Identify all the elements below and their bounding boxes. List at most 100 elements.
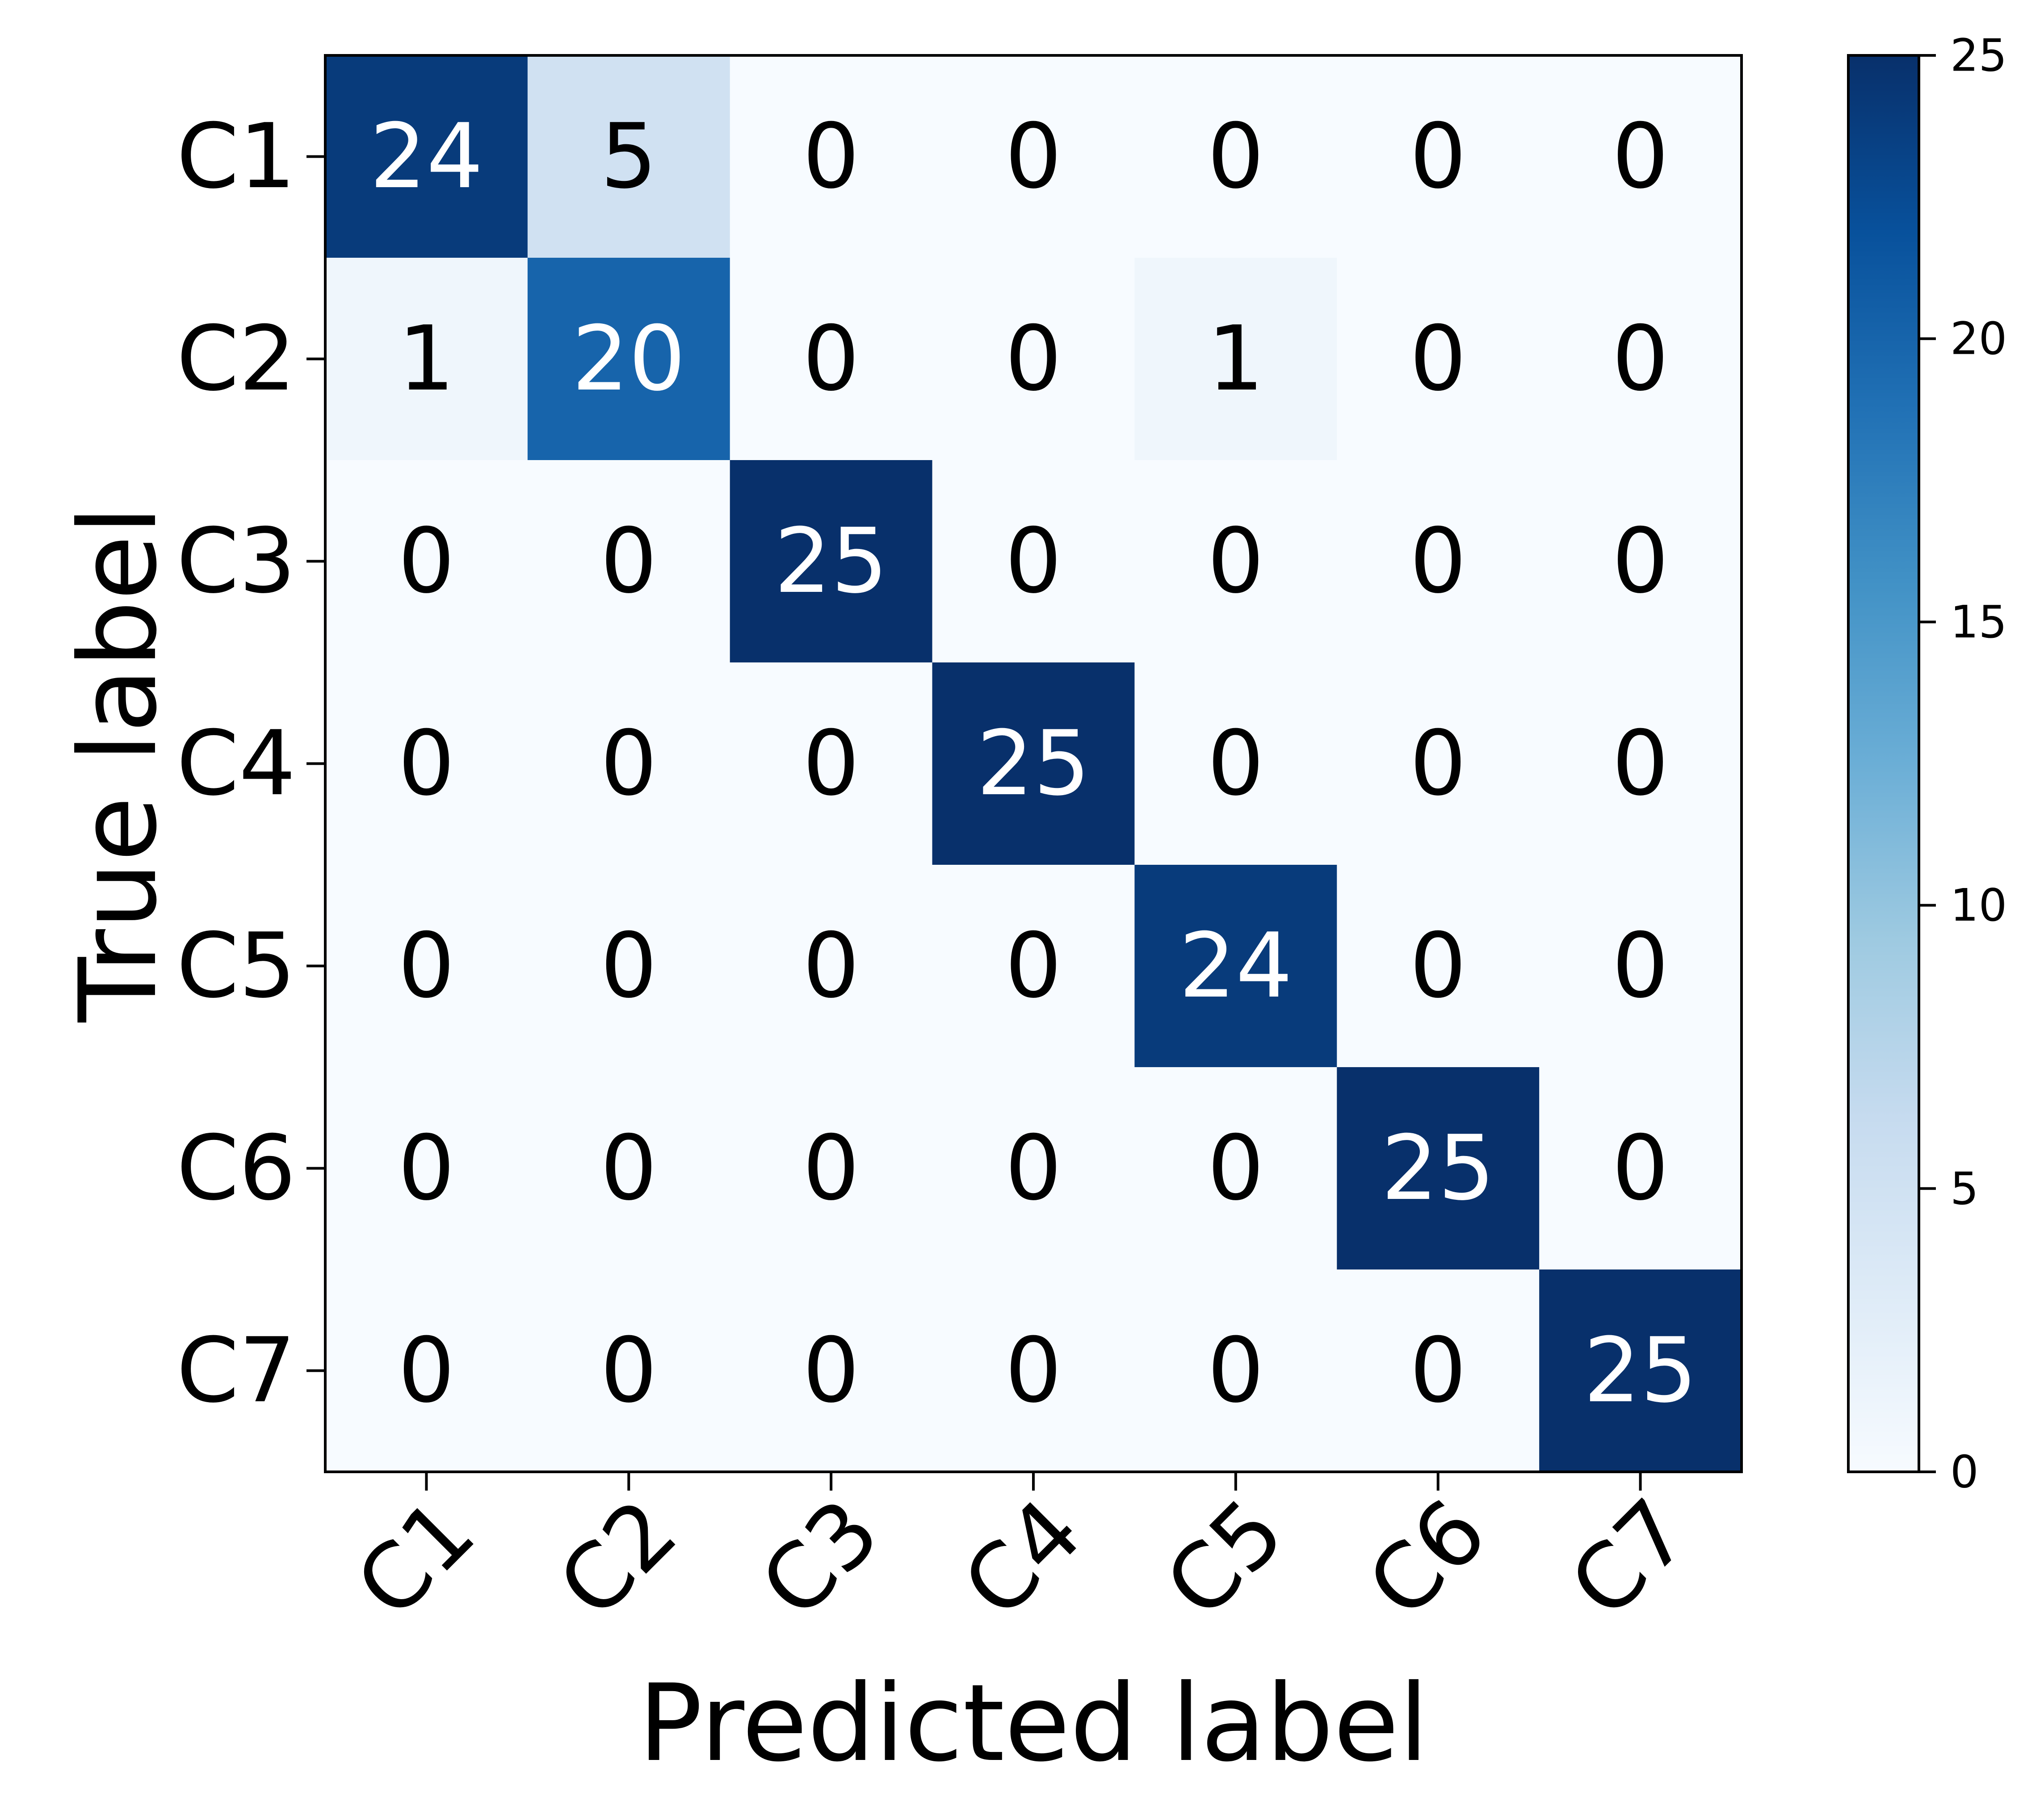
cell-value-label: 20 bbox=[572, 307, 686, 411]
heatmap-cell bbox=[325, 1067, 528, 1270]
cell-value-label: 0 bbox=[803, 1116, 860, 1220]
heatmap-cell bbox=[1134, 1269, 1337, 1472]
x-axis-ticks: C1 C2 C3 C4 C5 C6 C7 bbox=[336, 1472, 1708, 1638]
cell-value-label: 0 bbox=[803, 105, 860, 209]
heatmap-cell bbox=[1539, 865, 1742, 1068]
heatmap-cell bbox=[527, 1067, 730, 1270]
cell-value-label: 24 bbox=[1179, 914, 1293, 1018]
x-tick-label: C5 bbox=[1146, 1480, 1304, 1638]
cell-value-label: 0 bbox=[803, 307, 860, 411]
heatmap-cell bbox=[1539, 1269, 1742, 1472]
heatmap-cell bbox=[932, 55, 1135, 258]
heatmap-cell bbox=[730, 55, 933, 258]
heatmap-cell bbox=[932, 1067, 1135, 1270]
cell-value-label: 24 bbox=[369, 105, 483, 209]
x-tick-label: C4 bbox=[944, 1480, 1101, 1638]
y-tick-label: C6 bbox=[176, 1116, 296, 1220]
cell-value-label: 0 bbox=[1612, 1116, 1669, 1220]
x-axis-label: Predicted label bbox=[638, 1662, 1429, 1785]
heatmap-cell bbox=[1337, 460, 1540, 663]
cell-value-label: 25 bbox=[977, 712, 1091, 816]
heatmap-cell bbox=[730, 1067, 933, 1270]
colorbar-tick-label: 10 bbox=[1950, 879, 2007, 931]
heatmap-cell bbox=[1134, 258, 1337, 461]
heatmap-cell bbox=[730, 1269, 933, 1472]
heatmap-cell bbox=[527, 662, 730, 865]
y-tick-label: C3 bbox=[176, 509, 296, 613]
heatmap-cell bbox=[527, 865, 730, 1068]
heatmap-cell bbox=[1539, 460, 1742, 663]
heatmap-cell bbox=[1539, 258, 1742, 461]
cell-value-label: 0 bbox=[1207, 105, 1264, 209]
colorbar-ticks: 0 5 10 15 20 25 bbox=[1919, 29, 2007, 1498]
cell-value-label: 1 bbox=[398, 307, 455, 411]
heatmap-cell bbox=[527, 1269, 730, 1472]
heatmap-cell bbox=[527, 258, 730, 461]
heatmap-cell bbox=[527, 460, 730, 663]
heatmap-cell bbox=[1134, 662, 1337, 865]
cell-value-label: 0 bbox=[1207, 1319, 1264, 1423]
cell-value-label: 0 bbox=[1410, 105, 1466, 209]
cell-value-label: 0 bbox=[1410, 914, 1466, 1018]
cell-value-label: 0 bbox=[600, 509, 657, 613]
heatmap-cell bbox=[1539, 1067, 1742, 1270]
cell-value-label: 0 bbox=[600, 712, 657, 816]
heatmap-cell bbox=[325, 662, 528, 865]
cell-value-label: 0 bbox=[1005, 307, 1062, 411]
y-tick-label: C4 bbox=[176, 712, 296, 816]
heatmap-cell bbox=[932, 1269, 1135, 1472]
y-tick-label: C1 bbox=[176, 105, 296, 209]
heatmap-cell bbox=[730, 460, 933, 663]
heatmap-cell bbox=[1134, 55, 1337, 258]
heatmap-cell bbox=[325, 460, 528, 663]
heatmap-cell bbox=[932, 258, 1135, 461]
cell-value-label: 0 bbox=[803, 1319, 860, 1423]
cell-value-label: 0 bbox=[803, 712, 860, 816]
cell-value-label: 0 bbox=[1410, 1319, 1466, 1423]
heatmap-cell bbox=[325, 55, 528, 258]
heatmap-cell bbox=[527, 55, 730, 258]
cell-value-label: 0 bbox=[803, 914, 860, 1018]
cell-value-label: 0 bbox=[1612, 914, 1669, 1018]
cell-value-label: 0 bbox=[1005, 914, 1062, 1018]
cell-value-label: 0 bbox=[1612, 509, 1669, 613]
cell-value-label: 0 bbox=[1612, 307, 1669, 411]
heatmap-cell bbox=[932, 865, 1135, 1068]
colorbar: 0 5 10 15 20 25 bbox=[1847, 29, 2007, 1498]
x-tick-label: C2 bbox=[539, 1480, 697, 1638]
heatmap-cell bbox=[730, 662, 933, 865]
cell-value-label: 25 bbox=[1381, 1116, 1495, 1220]
colorbar-tick-label: 5 bbox=[1950, 1162, 1979, 1215]
cell-value-label: 0 bbox=[1005, 1116, 1062, 1220]
y-tick-label: C2 bbox=[176, 307, 296, 411]
cell-value-label: 1 bbox=[1207, 307, 1264, 411]
heatmap-cell bbox=[1539, 662, 1742, 865]
heatmap-cell bbox=[1134, 460, 1337, 663]
heatmap-cell bbox=[1337, 662, 1540, 865]
heatmap-cell bbox=[730, 258, 933, 461]
cell-value-label: 25 bbox=[774, 509, 888, 613]
cell-value-label: 0 bbox=[1207, 712, 1264, 816]
cell-value-label: 5 bbox=[600, 105, 657, 209]
cell-value-label: 0 bbox=[398, 1116, 455, 1220]
x-tick-label: C7 bbox=[1550, 1480, 1708, 1638]
heatmap-cell bbox=[325, 258, 528, 461]
heatmap-cell bbox=[1539, 55, 1742, 258]
heatmap-cell bbox=[730, 865, 933, 1068]
cell-value-label: 0 bbox=[1207, 509, 1264, 613]
y-tick-label: C7 bbox=[176, 1319, 296, 1423]
cell-value-label: 0 bbox=[1207, 1116, 1264, 1220]
heatmap-cell bbox=[1337, 1269, 1540, 1472]
cell-value-label: 0 bbox=[1410, 712, 1466, 816]
cell-value-labels: 24 5 0 0 0 0 0 1 20 0 0 1 0 0 0 0 25 0 0 0 0 0 0 0 25 0 0 0 0 0 0 0 24 0 0… bbox=[369, 105, 1697, 1423]
y-axis-label: True label bbox=[57, 506, 180, 1023]
x-tick-label: C6 bbox=[1348, 1480, 1506, 1638]
colorbar-tick-label: 0 bbox=[1950, 1446, 1979, 1498]
cell-value-label: 0 bbox=[398, 712, 455, 816]
cell-value-label: 0 bbox=[1410, 509, 1466, 613]
colorbar-tick-label: 25 bbox=[1950, 29, 2007, 82]
cell-value-label: 0 bbox=[1612, 105, 1669, 209]
y-tick-label: C5 bbox=[176, 914, 296, 1018]
cell-value-label: 0 bbox=[600, 914, 657, 1018]
